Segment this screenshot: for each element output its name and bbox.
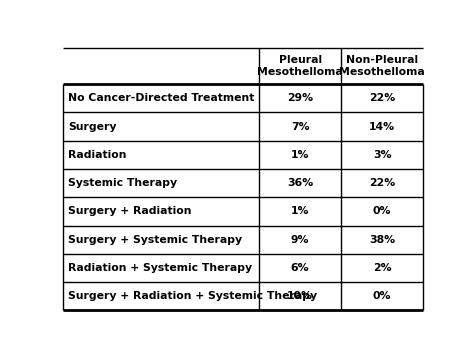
Text: 14%: 14%	[369, 122, 395, 132]
Text: Surgery + Radiation + Systemic Therapy: Surgery + Radiation + Systemic Therapy	[68, 291, 318, 301]
Text: 22%: 22%	[369, 178, 395, 188]
Text: 29%: 29%	[287, 93, 313, 103]
Text: No Cancer-Directed Treatment: No Cancer-Directed Treatment	[68, 93, 255, 103]
Text: 0%: 0%	[373, 207, 392, 217]
Text: Pleural
Mesothelloma: Pleural Mesothelloma	[257, 55, 343, 77]
Text: Surgery + Systemic Therapy: Surgery + Systemic Therapy	[68, 235, 243, 245]
Text: 38%: 38%	[369, 235, 395, 245]
Text: 3%: 3%	[373, 150, 392, 160]
Text: 2%: 2%	[373, 263, 392, 273]
Text: 1%: 1%	[291, 150, 310, 160]
Text: 10%: 10%	[287, 291, 313, 301]
Text: Radiation: Radiation	[68, 150, 127, 160]
Text: 9%: 9%	[291, 235, 310, 245]
Text: 36%: 36%	[287, 178, 313, 188]
Text: Systemic Therapy: Systemic Therapy	[68, 178, 178, 188]
Text: Surgery + Radiation: Surgery + Radiation	[68, 207, 192, 217]
Text: Surgery: Surgery	[68, 122, 117, 132]
Text: Non-Pleural
Mesothelloma: Non-Pleural Mesothelloma	[339, 55, 425, 77]
Text: 0%: 0%	[373, 291, 392, 301]
Text: 22%: 22%	[369, 93, 395, 103]
Text: 6%: 6%	[291, 263, 310, 273]
Text: 7%: 7%	[291, 122, 310, 132]
Text: Radiation + Systemic Therapy: Radiation + Systemic Therapy	[68, 263, 253, 273]
Text: 1%: 1%	[291, 207, 310, 217]
